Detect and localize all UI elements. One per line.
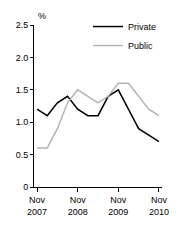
- svg-text:%: %: [38, 11, 46, 21]
- svg-text:2.5: 2.5: [16, 20, 29, 30]
- svg-text:1.5: 1.5: [16, 85, 29, 95]
- svg-text:Public: Public: [128, 41, 153, 51]
- svg-text:2.0: 2.0: [16, 53, 29, 63]
- svg-text:Nov2007: Nov2007: [27, 195, 47, 217]
- svg-text:Nov2010: Nov2010: [149, 195, 169, 217]
- svg-text:Private: Private: [128, 22, 156, 32]
- svg-text:Nov2008: Nov2008: [68, 195, 88, 217]
- svg-text:Nov2009: Nov2009: [108, 195, 128, 217]
- svg-text:1.0: 1.0: [16, 117, 29, 127]
- svg-text:0.5: 0.5: [16, 150, 29, 160]
- svg-text:0: 0: [23, 182, 28, 192]
